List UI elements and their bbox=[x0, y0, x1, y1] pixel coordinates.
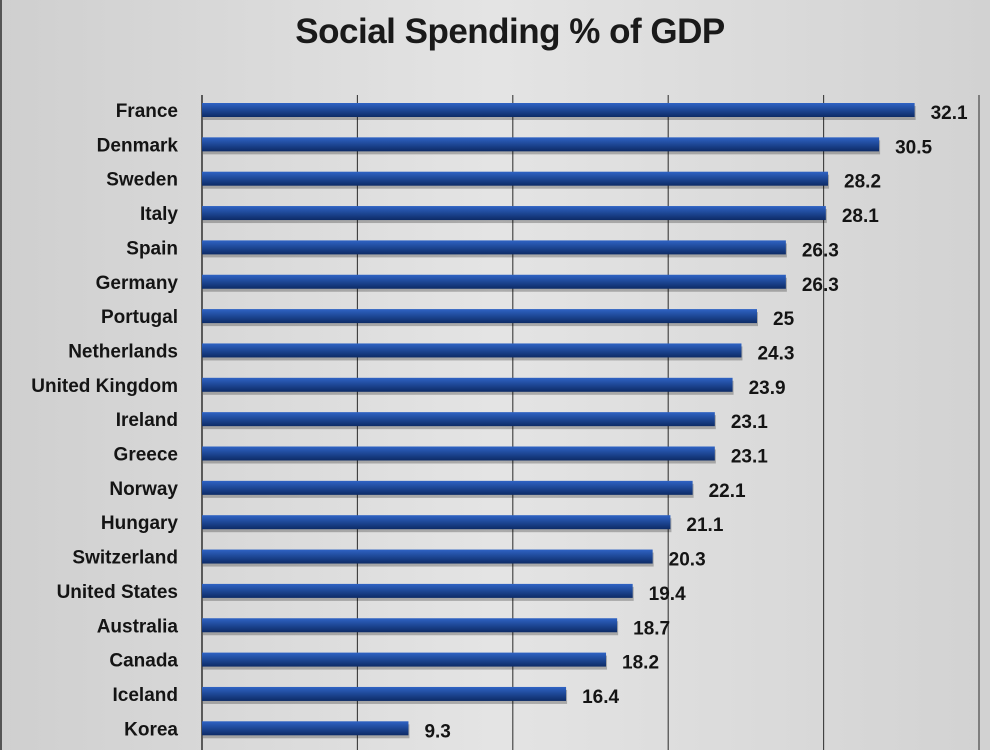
category-label: France bbox=[116, 101, 178, 122]
value-label: 26.3 bbox=[802, 240, 839, 261]
category-label: Korea bbox=[124, 719, 178, 740]
category-label: Canada bbox=[109, 651, 178, 672]
value-label: 20.3 bbox=[669, 550, 706, 571]
value-label: 25 bbox=[773, 309, 795, 330]
bar-united-kingdom bbox=[202, 377, 733, 392]
bar-spain bbox=[202, 240, 786, 255]
bar-ireland bbox=[202, 412, 715, 427]
value-label: 23.9 bbox=[749, 378, 786, 399]
category-label: Portugal bbox=[101, 307, 178, 328]
bar-greece bbox=[202, 446, 715, 461]
category-label: United States bbox=[57, 582, 178, 603]
value-label: 21.1 bbox=[686, 515, 723, 536]
value-label: 18.2 bbox=[622, 653, 659, 674]
category-label: Switzerland bbox=[72, 548, 178, 569]
value-label: 30.5 bbox=[895, 137, 932, 158]
value-label: 9.3 bbox=[424, 721, 450, 742]
bar-united-states bbox=[202, 583, 633, 598]
bar-portugal bbox=[202, 309, 757, 324]
value-label: 32.1 bbox=[931, 103, 968, 124]
category-label: Netherlands bbox=[68, 341, 178, 362]
bar-hungary bbox=[202, 515, 671, 530]
bar-switzerland bbox=[202, 549, 653, 564]
bar-netherlands bbox=[202, 343, 742, 358]
bar-italy bbox=[202, 206, 826, 221]
category-label: Iceland bbox=[113, 685, 178, 706]
category-label: Spain bbox=[126, 238, 178, 259]
value-label: 19.4 bbox=[649, 584, 686, 605]
category-label: Norway bbox=[109, 479, 178, 500]
value-label: 26.3 bbox=[802, 275, 839, 296]
bar-australia bbox=[202, 618, 618, 633]
value-label: 28.2 bbox=[844, 172, 881, 193]
category-label: Sweden bbox=[106, 170, 178, 191]
value-label: 16.4 bbox=[582, 687, 619, 708]
value-label: 28.1 bbox=[842, 206, 879, 227]
value-label: 24.3 bbox=[757, 343, 794, 364]
bars bbox=[202, 103, 916, 739]
value-label: 23.1 bbox=[731, 447, 768, 468]
category-label: Hungary bbox=[101, 513, 179, 534]
category-label: Italy bbox=[140, 204, 178, 225]
category-labels: France Denmark Sweden Italy Spain Germany Port… bbox=[31, 101, 178, 740]
value-labels: 32.130.528.228.126.326.32524.323.923.123… bbox=[424, 103, 968, 742]
category-label: United Kingdom bbox=[31, 376, 178, 397]
category-label: Ireland bbox=[116, 410, 178, 431]
bar-denmark bbox=[202, 137, 880, 152]
value-label: 22.1 bbox=[709, 481, 746, 502]
bar-iceland bbox=[202, 686, 567, 701]
bar-sweden bbox=[202, 171, 829, 186]
value-label: 18.7 bbox=[633, 618, 670, 639]
category-label: Germany bbox=[96, 273, 179, 294]
category-label: Denmark bbox=[97, 135, 179, 156]
bar-canada bbox=[202, 652, 607, 667]
bar-korea bbox=[202, 721, 409, 736]
bar-norway bbox=[202, 480, 693, 495]
category-label: Greece bbox=[114, 445, 178, 466]
value-label: 23.1 bbox=[731, 412, 768, 433]
chart-title: Social Spending % of GDP bbox=[295, 12, 725, 51]
bar-germany bbox=[202, 274, 786, 289]
category-label: Australia bbox=[97, 616, 179, 637]
bar-france bbox=[202, 103, 915, 117]
